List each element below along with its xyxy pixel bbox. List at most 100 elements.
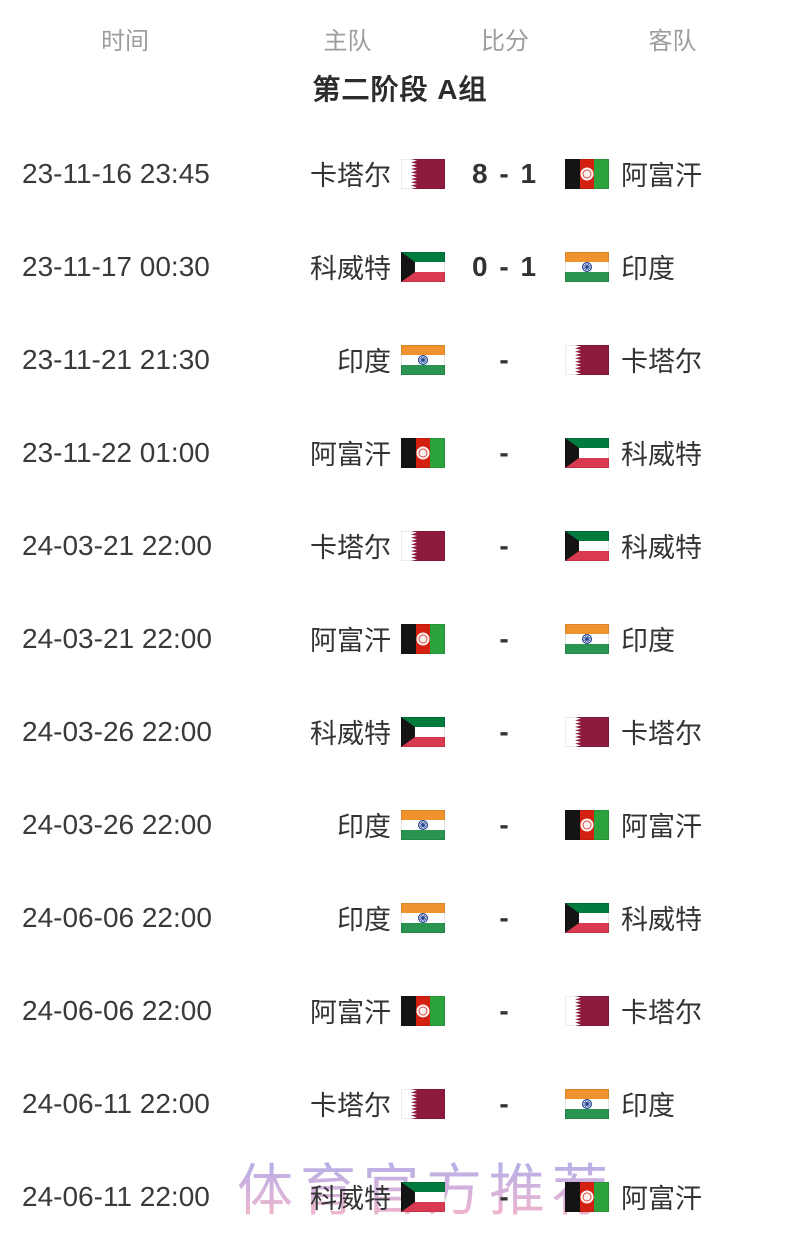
match-row[interactable]: 24-03-26 22:00 科威特 - 卡塔尔 [0, 685, 800, 778]
home-team-name: 科威特 [310, 1184, 391, 1214]
match-row[interactable]: 24-06-11 22:00 卡塔尔 - 印度 [0, 1057, 800, 1150]
home-team-name: 卡塔尔 [310, 533, 391, 563]
kuwait-flag-icon [565, 437, 609, 468]
home-team-name: 印度 [337, 347, 391, 377]
qatar-flag-icon [565, 344, 609, 375]
qatar-flag-icon [401, 530, 445, 561]
match-time: 24-06-11 22:00 [22, 1180, 210, 1212]
away-team-cell: 印度 [565, 1084, 800, 1123]
india-flag-icon [401, 809, 445, 840]
match-time: 23-11-16 23:45 [22, 157, 210, 189]
match-row[interactable]: 24-03-26 22:00 印度 - 阿富汗 [0, 778, 800, 871]
afghanistan-flag-icon [565, 809, 609, 840]
home-team-cell: 印度 [250, 340, 445, 379]
match-score: 8 - 1 [471, 157, 539, 189]
match-time: 23-11-22 01:00 [22, 436, 210, 468]
match-time: 23-11-21 21:30 [22, 343, 210, 375]
away-team-name: 科威特 [621, 905, 702, 935]
match-row[interactable]: 24-03-21 22:00 阿富汗 - 印度 [0, 592, 800, 685]
india-flag-icon [565, 623, 609, 654]
match-row[interactable]: 23-11-21 21:30 印度 - 卡塔尔 [0, 313, 800, 406]
kuwait-flag-icon [565, 902, 609, 933]
india-flag-icon [565, 251, 609, 282]
away-team-name: 印度 [621, 254, 675, 284]
away-team-name: 阿富汗 [621, 161, 702, 191]
match-row[interactable]: 24-06-06 22:00 印度 - 科威特 [0, 871, 800, 964]
home-team-cell: 印度 [250, 898, 445, 937]
match-score: - [499, 901, 511, 933]
match-score: - [499, 715, 511, 747]
match-score: 0 - 1 [471, 250, 539, 282]
away-team-cell: 印度 [565, 619, 800, 658]
qatar-flag-icon [401, 1088, 445, 1119]
match-list: 23-11-16 23:45 卡塔尔 8 - 1 阿富汗 23-11-17 00… [0, 127, 800, 1233]
india-flag-icon [401, 344, 445, 375]
india-flag-icon [401, 902, 445, 933]
home-team-cell: 科威特 [250, 712, 445, 751]
afghanistan-flag-icon [401, 995, 445, 1026]
home-team-cell: 阿富汗 [250, 991, 445, 1030]
home-team-cell: 印度 [250, 805, 445, 844]
column-header-home: 主队 [323, 27, 372, 55]
away-team-cell: 阿富汗 [565, 805, 800, 844]
home-team-name: 印度 [337, 812, 391, 842]
match-time: 24-06-11 22:00 [22, 1087, 210, 1119]
afghanistan-flag-icon [565, 1181, 609, 1212]
away-team-name: 阿富汗 [621, 1184, 702, 1214]
match-score: - [499, 808, 511, 840]
home-team-name: 印度 [337, 905, 391, 935]
match-score: - [499, 1180, 511, 1212]
match-time: 24-06-06 22:00 [22, 901, 212, 933]
away-team-name: 卡塔尔 [621, 998, 702, 1028]
away-team-cell: 卡塔尔 [565, 991, 800, 1030]
match-time: 23-11-17 00:30 [22, 250, 210, 282]
away-team-cell: 卡塔尔 [565, 712, 800, 751]
match-row[interactable]: 24-06-11 22:00 科威特 - 阿富汗 [0, 1150, 800, 1233]
away-team-cell: 印度 [565, 247, 800, 286]
home-team-cell: 卡塔尔 [250, 526, 445, 565]
match-time: 24-03-26 22:00 [22, 715, 212, 747]
match-time: 24-06-06 22:00 [22, 994, 212, 1026]
away-team-cell: 阿富汗 [565, 154, 800, 193]
match-row[interactable]: 24-06-06 22:00 阿富汗 - 卡塔尔 [0, 964, 800, 1057]
away-team-cell: 科威特 [565, 526, 800, 565]
afghanistan-flag-icon [565, 158, 609, 189]
match-row[interactable]: 24-03-21 22:00 卡塔尔 - 科威特 [0, 499, 800, 592]
away-team-name: 阿富汗 [621, 812, 702, 842]
home-team-cell: 阿富汗 [250, 433, 445, 472]
match-time: 24-03-21 22:00 [22, 622, 212, 654]
home-team-name: 科威特 [310, 719, 391, 749]
match-row[interactable]: 23-11-16 23:45 卡塔尔 8 - 1 阿富汗 [0, 127, 800, 220]
away-team-cell: 阿富汗 [565, 1177, 800, 1216]
away-team-name: 卡塔尔 [621, 719, 702, 749]
match-row[interactable]: 23-11-22 01:00 阿富汗 - 科威特 [0, 406, 800, 499]
match-score: - [499, 436, 511, 468]
column-header-score: 比分 [481, 27, 529, 55]
home-team-cell: 卡塔尔 [250, 1084, 445, 1123]
match-score: - [499, 343, 511, 375]
table-header: 时间 主队 比分 客队 [0, 18, 800, 58]
section-title: 第二阶段 A组 [312, 74, 488, 105]
away-team-name: 卡塔尔 [621, 347, 702, 377]
home-team-name: 阿富汗 [310, 626, 391, 656]
home-team-cell: 科威特 [250, 247, 445, 286]
match-row[interactable]: 23-11-17 00:30 科威特 0 - 1 印度 [0, 220, 800, 313]
qatar-flag-icon [401, 158, 445, 189]
kuwait-flag-icon [565, 530, 609, 561]
home-team-cell: 卡塔尔 [250, 154, 445, 193]
match-score: - [499, 622, 511, 654]
away-team-name: 科威特 [621, 533, 702, 563]
india-flag-icon [565, 1088, 609, 1119]
afghanistan-flag-icon [401, 437, 445, 468]
match-time: 24-03-21 22:00 [22, 529, 212, 561]
away-team-cell: 科威特 [565, 898, 800, 937]
afghanistan-flag-icon [401, 623, 445, 654]
away-team-name: 印度 [621, 1091, 675, 1121]
kuwait-flag-icon [401, 251, 445, 282]
match-score: - [499, 994, 511, 1026]
home-team-cell: 科威特 [250, 1177, 445, 1216]
match-time: 24-03-26 22:00 [22, 808, 212, 840]
home-team-name: 科威特 [310, 254, 391, 284]
home-team-name: 卡塔尔 [310, 161, 391, 191]
qatar-flag-icon [565, 716, 609, 747]
